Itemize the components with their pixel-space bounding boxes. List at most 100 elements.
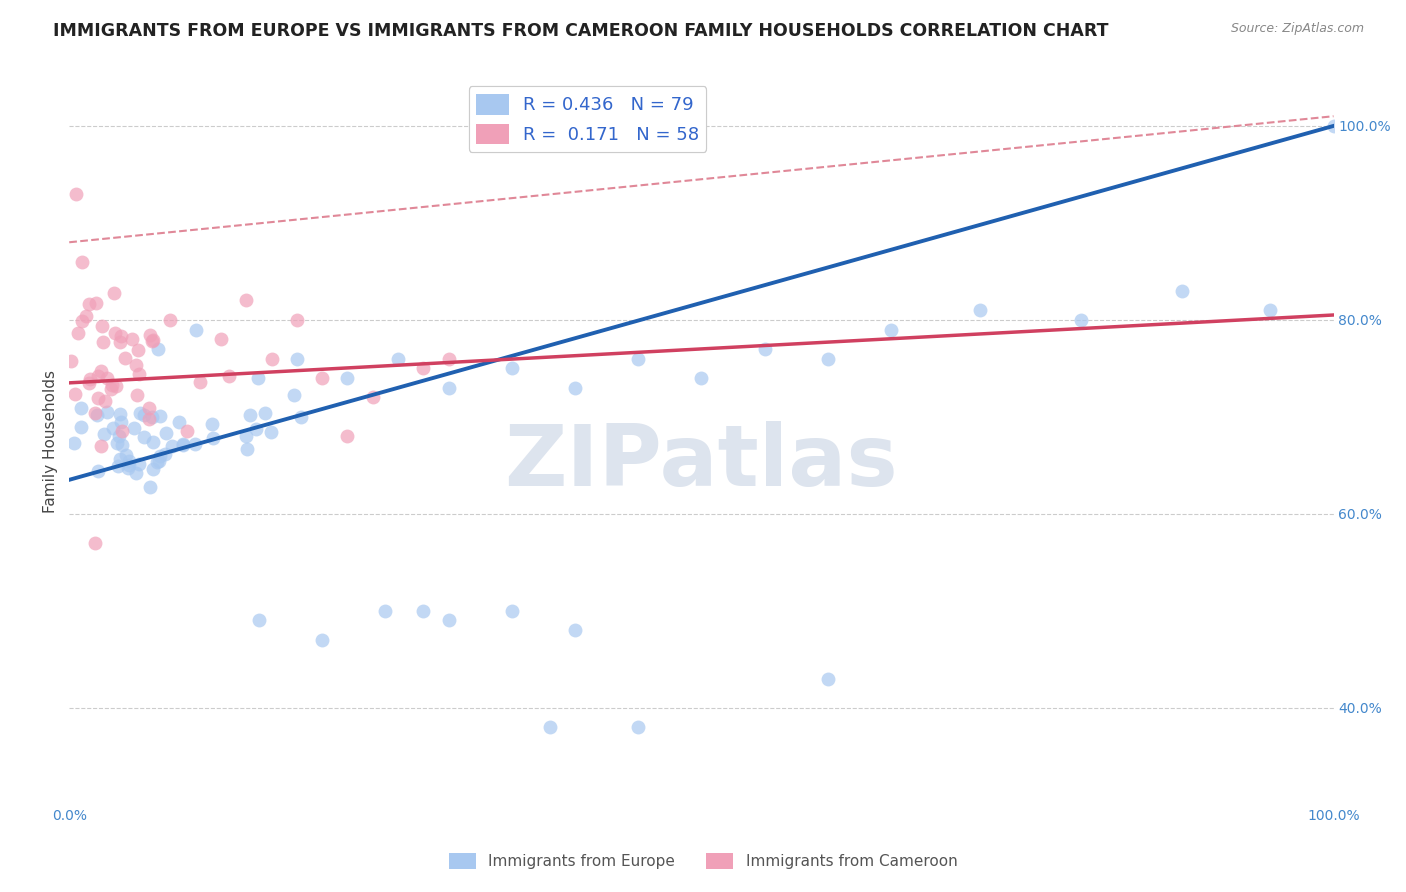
Point bbox=[412, 361, 434, 376]
Point bbox=[142, 334, 165, 348]
Point bbox=[84, 295, 107, 310]
Text: Source: ZipAtlas.com: Source: ZipAtlas.com bbox=[1230, 22, 1364, 36]
Point bbox=[260, 425, 283, 440]
Point bbox=[108, 429, 131, 443]
Point bbox=[564, 623, 586, 637]
Point bbox=[111, 424, 134, 438]
Point bbox=[70, 419, 93, 434]
Point bbox=[87, 368, 110, 383]
Point bbox=[138, 411, 160, 425]
Point bbox=[564, 381, 586, 395]
Point bbox=[141, 409, 163, 424]
Point bbox=[139, 328, 162, 343]
Point bbox=[138, 401, 160, 415]
Point bbox=[127, 343, 149, 358]
Point bbox=[104, 379, 127, 393]
Point bbox=[437, 381, 460, 395]
Point bbox=[283, 387, 305, 401]
Point bbox=[93, 427, 115, 442]
Point bbox=[387, 351, 409, 366]
Point bbox=[142, 462, 165, 476]
Point bbox=[218, 369, 240, 384]
Point bbox=[63, 387, 86, 401]
Point bbox=[79, 372, 101, 386]
Point bbox=[111, 438, 134, 452]
Point bbox=[235, 293, 257, 308]
Point bbox=[176, 424, 198, 438]
Point bbox=[90, 364, 112, 378]
Point bbox=[77, 297, 100, 311]
Point bbox=[146, 455, 169, 469]
Point bbox=[148, 453, 170, 467]
Point bbox=[159, 313, 181, 327]
Legend: R = 0.436   N = 79, R =  0.171   N = 58: R = 0.436 N = 79, R = 0.171 N = 58 bbox=[468, 87, 706, 152]
Point bbox=[239, 409, 262, 423]
Point bbox=[108, 334, 131, 349]
Point bbox=[125, 466, 148, 480]
Point bbox=[125, 388, 148, 402]
Point bbox=[412, 604, 434, 618]
Point bbox=[253, 406, 276, 420]
Legend: Immigrants from Europe, Immigrants from Cameroon: Immigrants from Europe, Immigrants from … bbox=[443, 847, 963, 875]
Point bbox=[336, 371, 359, 385]
Point bbox=[87, 391, 110, 405]
Point bbox=[247, 614, 270, 628]
Point bbox=[880, 322, 903, 336]
Point bbox=[128, 406, 150, 420]
Point bbox=[125, 358, 148, 372]
Point bbox=[94, 393, 117, 408]
Point bbox=[118, 454, 141, 468]
Point bbox=[245, 421, 267, 435]
Point bbox=[141, 334, 163, 348]
Point bbox=[160, 439, 183, 453]
Point bbox=[311, 371, 333, 385]
Point bbox=[817, 672, 839, 686]
Point bbox=[104, 326, 127, 340]
Point bbox=[107, 459, 129, 474]
Point bbox=[63, 436, 86, 450]
Point bbox=[124, 421, 146, 435]
Point bbox=[83, 536, 105, 550]
Point bbox=[75, 310, 97, 324]
Point bbox=[70, 401, 93, 416]
Point bbox=[146, 342, 169, 356]
Point bbox=[114, 351, 136, 366]
Point bbox=[110, 407, 132, 421]
Point bbox=[209, 332, 232, 346]
Point bbox=[201, 431, 224, 445]
Point bbox=[93, 335, 115, 350]
Point bbox=[184, 322, 207, 336]
Y-axis label: Family Households: Family Households bbox=[44, 369, 58, 513]
Point bbox=[121, 332, 143, 346]
Point bbox=[201, 417, 224, 431]
Point bbox=[1171, 284, 1194, 298]
Point bbox=[1070, 313, 1092, 327]
Point bbox=[142, 434, 165, 449]
Point bbox=[184, 436, 207, 450]
Point bbox=[361, 391, 384, 405]
Point bbox=[103, 285, 125, 300]
Point bbox=[167, 415, 190, 429]
Point bbox=[260, 351, 283, 366]
Point bbox=[91, 319, 114, 334]
Point bbox=[1258, 303, 1281, 318]
Point bbox=[110, 328, 132, 343]
Point bbox=[114, 448, 136, 462]
Point bbox=[437, 614, 460, 628]
Point bbox=[236, 442, 259, 457]
Point bbox=[128, 457, 150, 471]
Point bbox=[86, 408, 108, 422]
Point bbox=[627, 351, 650, 366]
Point bbox=[501, 361, 523, 376]
Point bbox=[155, 426, 177, 441]
Point bbox=[117, 461, 139, 475]
Point bbox=[290, 410, 312, 425]
Point bbox=[100, 382, 122, 396]
Point bbox=[172, 438, 194, 452]
Point bbox=[96, 371, 118, 385]
Text: IMMIGRANTS FROM EUROPE VS IMMIGRANTS FROM CAMEROON FAMILY HOUSEHOLDS CORRELATION: IMMIGRANTS FROM EUROPE VS IMMIGRANTS FRO… bbox=[53, 22, 1109, 40]
Point bbox=[538, 720, 561, 734]
Point bbox=[87, 464, 110, 478]
Point bbox=[66, 326, 89, 340]
Point bbox=[285, 313, 308, 327]
